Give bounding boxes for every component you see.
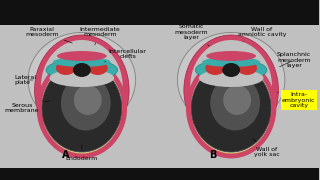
Ellipse shape: [61, 75, 111, 130]
Ellipse shape: [210, 75, 260, 130]
Text: Wall of
amniotic cavity: Wall of amniotic cavity: [238, 27, 286, 42]
Ellipse shape: [222, 63, 240, 77]
Text: Wall of
yolk sac: Wall of yolk sac: [253, 139, 280, 157]
Ellipse shape: [50, 69, 114, 87]
Ellipse shape: [42, 64, 122, 152]
Bar: [0, 168, 319, 180]
Ellipse shape: [28, 33, 136, 127]
Ellipse shape: [205, 61, 225, 75]
Ellipse shape: [73, 63, 91, 77]
Ellipse shape: [206, 51, 256, 61]
Text: Intermediate
mesoderm: Intermediate mesoderm: [79, 27, 120, 45]
Text: Somatic
mesoderm
layer: Somatic mesoderm layer: [174, 24, 209, 46]
Ellipse shape: [202, 57, 260, 67]
Ellipse shape: [223, 85, 251, 115]
Ellipse shape: [76, 59, 88, 69]
Ellipse shape: [225, 59, 237, 69]
Ellipse shape: [184, 35, 278, 145]
Text: Endoderm: Endoderm: [66, 145, 98, 161]
Ellipse shape: [57, 51, 107, 61]
Text: Intercellular
clefts: Intercellular clefts: [105, 49, 147, 62]
Text: Paraxial
mesoderm: Paraxial mesoderm: [25, 27, 72, 43]
Ellipse shape: [53, 57, 111, 67]
Text: A: A: [62, 150, 69, 160]
Ellipse shape: [237, 61, 257, 75]
Bar: [0, 0, 319, 25]
Ellipse shape: [190, 40, 272, 132]
Ellipse shape: [41, 40, 123, 132]
Text: Intra-
embryonic
cavity: Intra- embryonic cavity: [277, 92, 316, 108]
Text: Splanchnic
mesoderm
layer: Splanchnic mesoderm layer: [277, 52, 311, 68]
Ellipse shape: [46, 59, 118, 81]
Ellipse shape: [191, 64, 271, 152]
Ellipse shape: [35, 35, 129, 145]
Ellipse shape: [56, 61, 76, 75]
Text: B: B: [209, 150, 217, 160]
Text: Lateral
plate: Lateral plate: [14, 75, 36, 85]
Ellipse shape: [88, 61, 108, 75]
Ellipse shape: [195, 59, 267, 81]
Ellipse shape: [74, 85, 102, 115]
Text: Serous
membrane: Serous membrane: [5, 101, 49, 113]
Ellipse shape: [177, 33, 285, 127]
Ellipse shape: [199, 69, 263, 87]
